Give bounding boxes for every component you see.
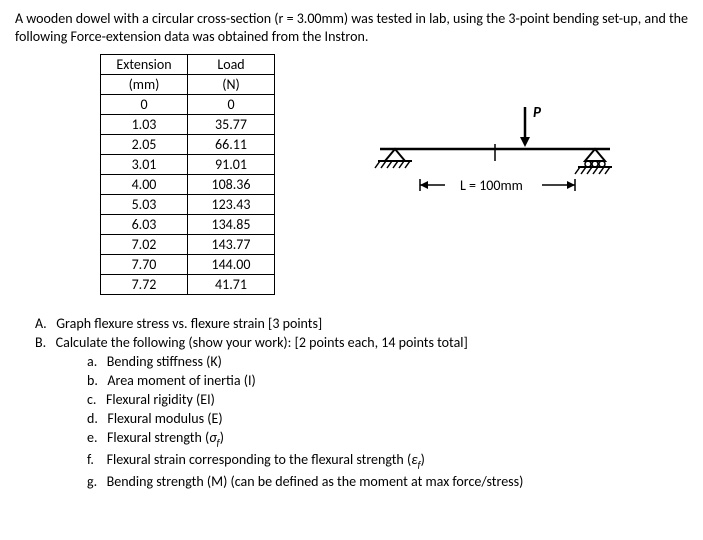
table-row: 4.00108.36	[101, 175, 275, 195]
three-point-bend-icon: P L = 100mm	[370, 99, 620, 209]
header-extension: Extension	[101, 55, 188, 75]
table-row: 1.0335.77	[101, 115, 275, 135]
questions-section: A. Graph flexure stress vs. flexure stra…	[15, 315, 688, 490]
table-header-row-2: (mm) (N)	[101, 75, 275, 95]
header-load-unit: (N)	[188, 75, 275, 95]
force-label: P	[533, 104, 542, 122]
table-row: 5.03123.43	[101, 195, 275, 215]
header-load: Load	[188, 55, 275, 75]
table-row: 7.02143.77	[101, 235, 275, 255]
header-extension-unit: (mm)	[101, 75, 188, 95]
sub-question-d: d. Flexural modulus (E)	[87, 410, 688, 427]
sub-question-b: b. Area moment of inertia (I)	[87, 372, 688, 389]
sub-question-a: a. Bending stiffness (K)	[87, 353, 688, 370]
sub-question-f: f. Flexural strain corresponding to the …	[87, 451, 688, 471]
table-row: 00	[101, 95, 275, 115]
table-row: 7.70144.00	[101, 255, 275, 275]
content-row: Extension Load (mm) (N) 00 1.0335.77 2.0…	[100, 54, 688, 295]
question-a: A. Graph flexure stress vs. flexure stra…	[35, 315, 688, 332]
problem-statement: A wooden dowel with a circular cross-sec…	[15, 10, 688, 46]
sub-question-g: g. Bending strength (M) (can be defined …	[87, 473, 688, 490]
table-row: 3.0191.01	[101, 155, 275, 175]
table-header-row-1: Extension Load	[101, 55, 275, 75]
table-row: 2.0566.11	[101, 135, 275, 155]
data-table: Extension Load (mm) (N) 00 1.0335.77 2.0…	[100, 54, 275, 295]
sub-question-c: c. Flexural rigidity (EI)	[87, 391, 688, 408]
beam-diagram: P L = 100mm	[370, 99, 620, 213]
span-label: L = 100mm	[460, 177, 523, 194]
table-row: 6.03134.85	[101, 215, 275, 235]
table-row: 7.7241.71	[101, 275, 275, 295]
sub-question-e: e. Flexural strength (σf)	[87, 429, 688, 449]
question-b: B. Calculate the following (show your wo…	[35, 334, 688, 351]
